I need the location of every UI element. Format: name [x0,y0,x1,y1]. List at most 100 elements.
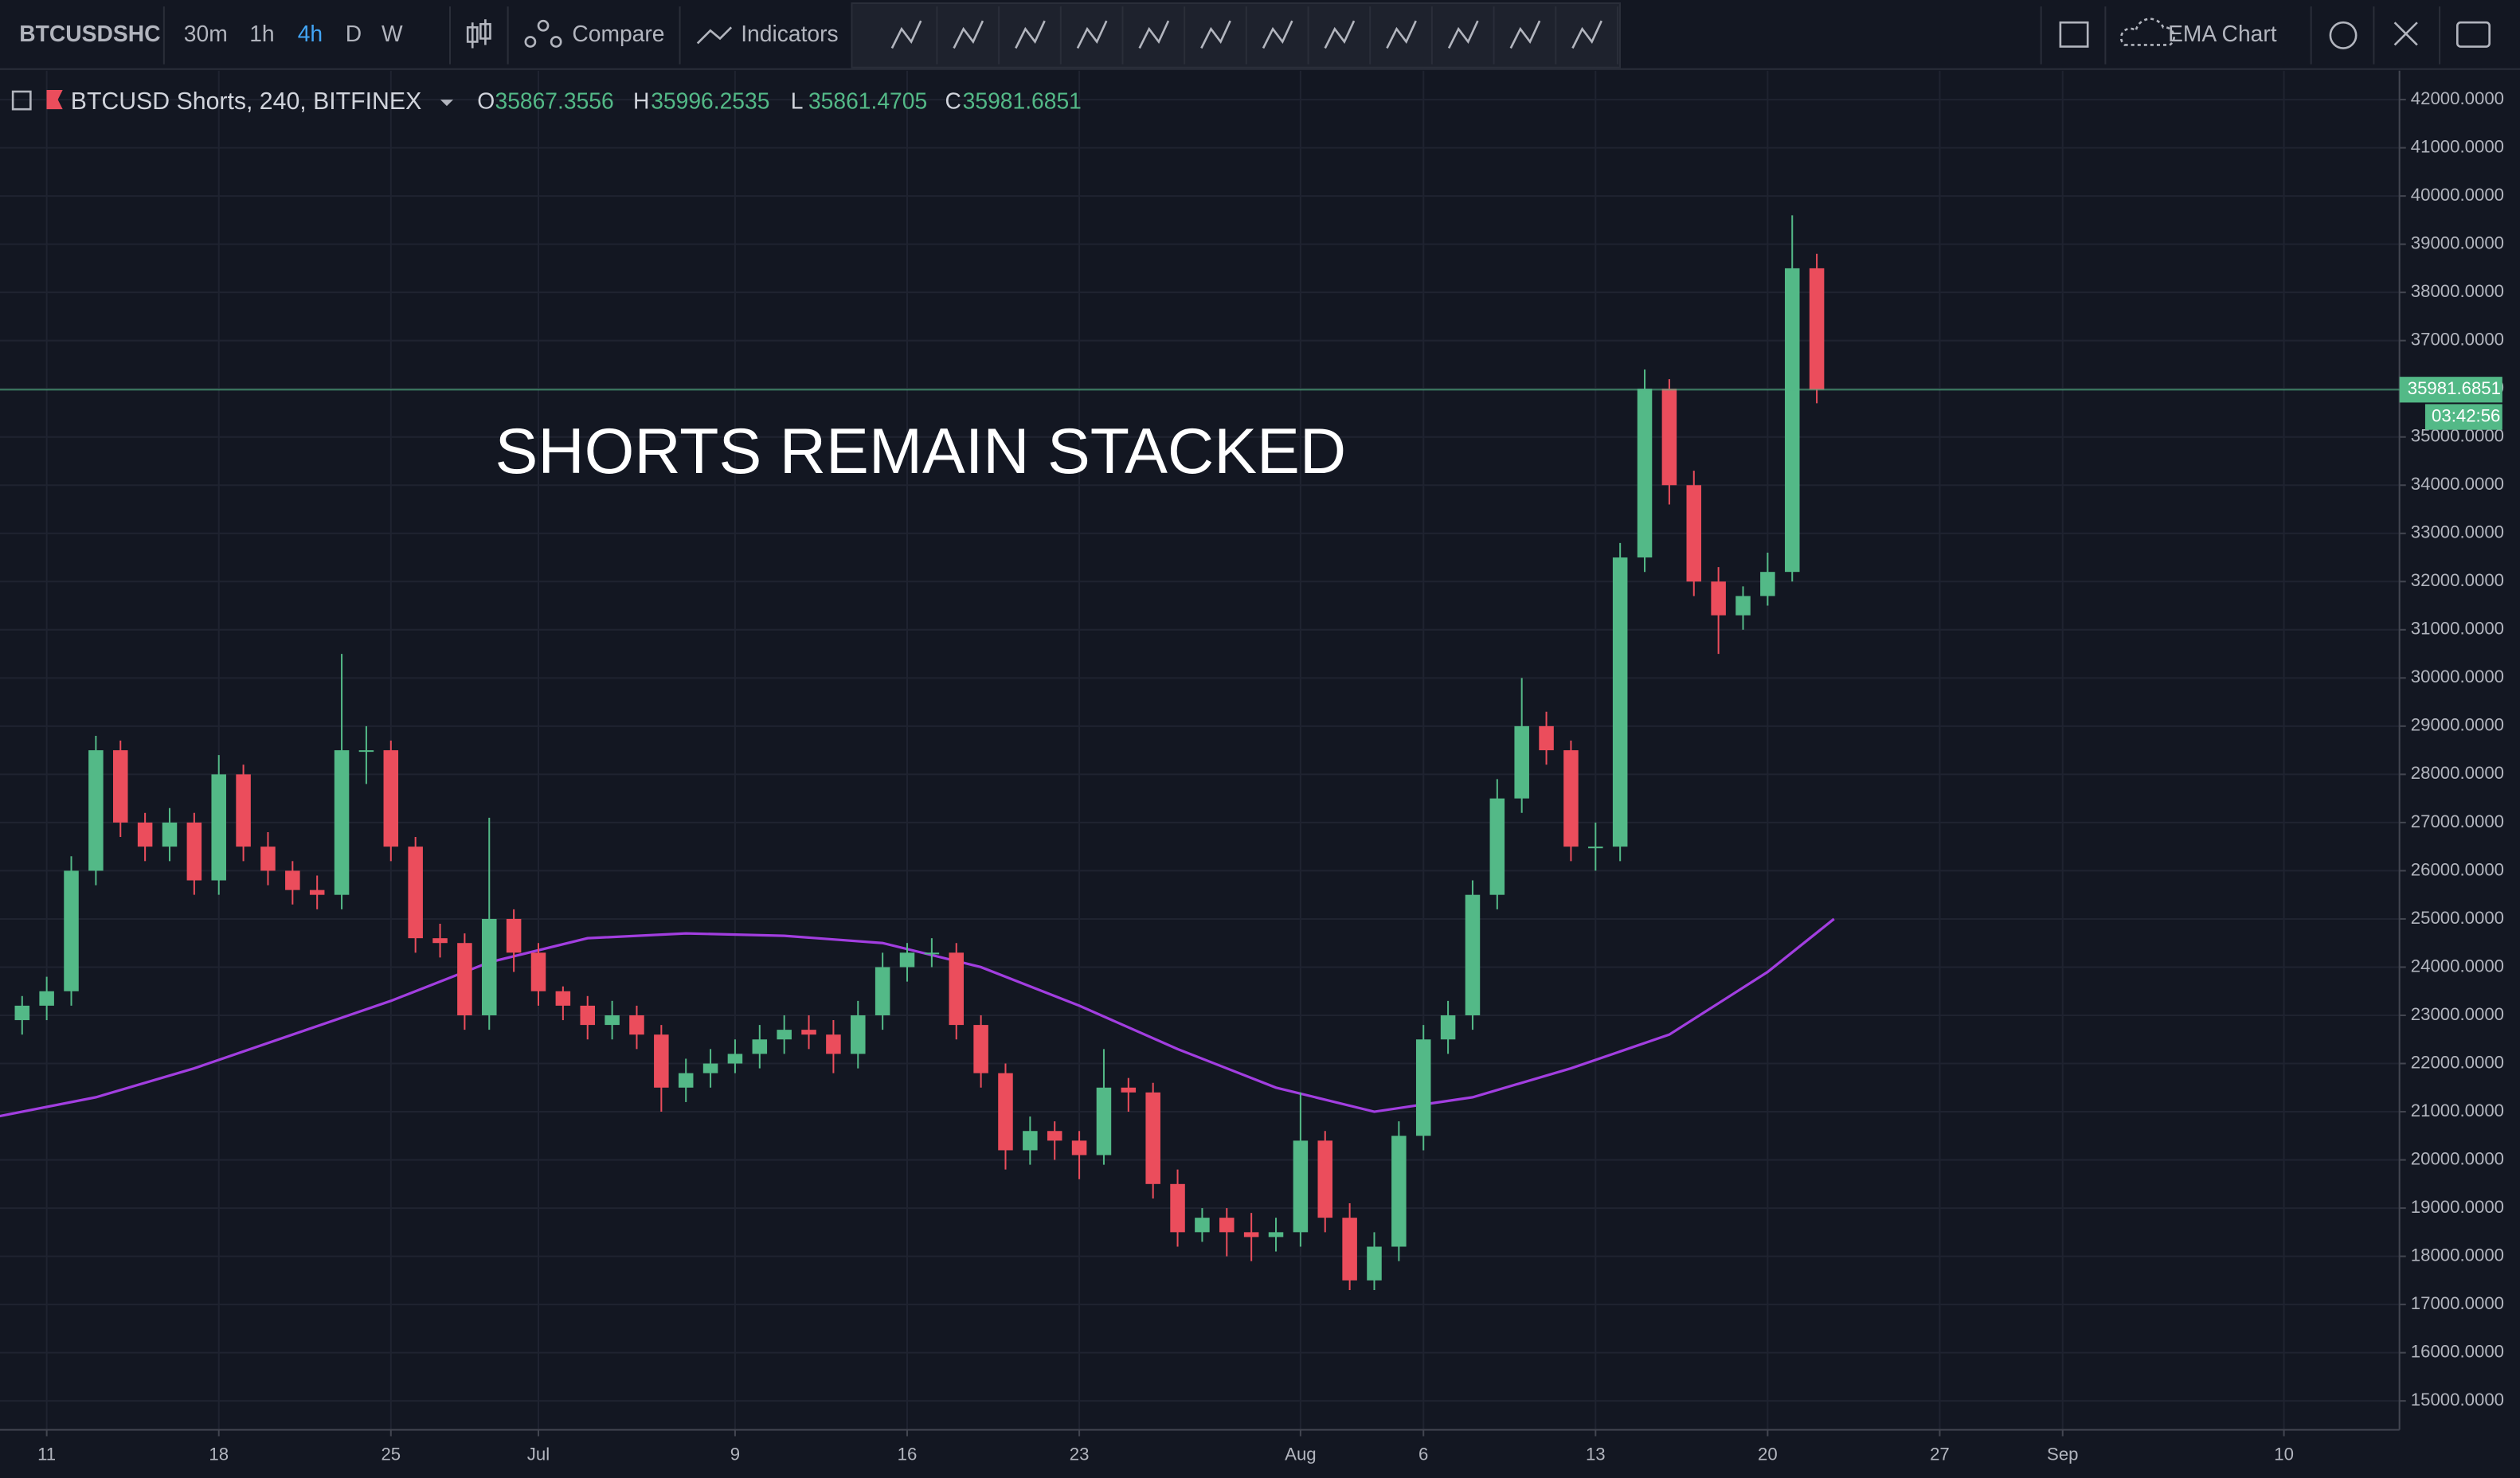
fullscreen-toggle[interactable] [2059,21,2089,48]
snapshot-button[interactable] [2455,21,2491,48]
candle-body [1342,1218,1357,1281]
y-tick-label: 37000.0000 [2411,330,2504,350]
drawing-tool[interactable] [953,20,984,49]
candle-body [186,822,202,881]
drawing-tool[interactable] [1076,20,1108,49]
candle-body [1588,847,1603,849]
candle-body [162,822,178,847]
candle-body [1293,1140,1309,1233]
candle-body [1784,268,1800,573]
candle-body [752,1039,768,1054]
candle-body [949,952,965,1026]
candle-body [1391,1136,1407,1247]
x-tick-label: 13 [1586,1445,1606,1464]
y-tick-label: 39000.0000 [2411,233,2504,253]
candle-body [702,1063,718,1073]
last-price-label: 35981.6851 [2408,378,2501,398]
ohlc-value: 35867.3556 [495,88,614,114]
candle-body [358,750,374,753]
candle-body [1145,1092,1160,1184]
x-tick-label: Sep [2047,1445,2078,1464]
series [0,215,1835,1290]
symbol[interactable]: BTCUSDSHC [19,21,160,46]
indicators-button[interactable]: Indicators [741,21,838,46]
y-tick-label: 33000.0000 [2411,522,2504,542]
last-price-tag [2399,377,2502,403]
expand-button[interactable] [2393,22,2418,46]
candle-body [875,967,890,1015]
y-tick-label: 40000.0000 [2411,185,2504,205]
candle-body [899,952,915,968]
candle-body [211,774,226,881]
drawing-tool[interactable] [1447,20,1479,49]
y-tick-label: 21000.0000 [2411,1101,2504,1120]
y-tick-label: 16000.0000 [2411,1342,2504,1362]
interval-button[interactable]: W [382,21,403,46]
y-tick-label: 23000.0000 [2411,1004,2504,1024]
candle-body [1661,389,1677,486]
ohlc-value: 35981.6851 [963,88,1082,114]
candle-body [777,1030,792,1040]
ohlc-value: 35996.2535 [651,88,769,114]
legend-title[interactable]: BTCUSD Shorts, 240, BITFINEX [71,88,421,115]
drawing-tool[interactable] [1509,20,1541,49]
candle-body [998,1073,1013,1151]
y-tick-label: 42000.0000 [2411,88,2504,108]
candle-body [555,991,571,1006]
candle-body [260,847,276,871]
candle-body [1760,572,1775,596]
interval-button[interactable]: D [346,21,362,46]
y-tick-label: 17000.0000 [2411,1293,2504,1313]
ohlc-label: O [477,88,495,114]
interval-button[interactable]: 1h [249,21,274,46]
x-tick-label: 6 [1418,1445,1428,1464]
drawing-tool[interactable] [890,20,922,49]
layout-name[interactable]: EMA Chart [2168,21,2277,46]
candle-body [39,991,54,1006]
drawing-tool[interactable] [1386,20,1417,49]
candle-body [1415,1039,1431,1136]
compare-icon[interactable] [524,19,562,48]
settings-button[interactable] [2329,21,2358,49]
candle-body [309,890,325,895]
y-tick-label: 24000.0000 [2411,956,2504,976]
countdown-tag [2424,404,2502,430]
candle-body [801,1030,816,1035]
candle-body [137,822,153,847]
indicators-icon[interactable] [696,26,733,45]
legend-dropdown[interactable] [440,100,454,107]
candle-body [1121,1087,1137,1093]
candle-body [285,870,300,890]
candle-body [973,1025,988,1073]
x-tick-label: Jul [527,1445,550,1464]
y-tick-label: 28000.0000 [2411,763,2504,783]
drawing-tool[interactable] [1200,20,1231,49]
candle-body [1809,268,1825,390]
interval-button[interactable]: 4h [298,21,323,46]
y-tick-label: 26000.0000 [2411,859,2504,879]
collapse-toggle[interactable] [11,90,32,111]
interval-button[interactable]: 30m [184,21,228,46]
candle-body [629,1015,644,1035]
drawing-tool[interactable] [1138,20,1170,49]
compare-button[interactable]: Compare [572,21,664,46]
drawing-tool[interactable] [1262,20,1293,49]
drawing-tool[interactable] [1015,20,1046,49]
x-tick-label: 25 [381,1445,401,1464]
candle-body [112,750,128,823]
drawing-toolbar [851,2,1622,68]
drawing-tool[interactable] [1571,20,1602,49]
chart-type-icon[interactable] [466,19,491,49]
candle-body [1539,725,1554,751]
drawing-tool[interactable] [1324,20,1356,49]
candle-body [1440,1015,1456,1040]
candle-body [1735,596,1751,616]
candle-body [1195,1218,1210,1233]
x-tick-label: 23 [1070,1445,1090,1464]
x-tick-label: 10 [2274,1445,2294,1464]
candle-body [1367,1246,1382,1281]
intervals: 30m 1h 4h D W [184,21,403,46]
candle-body [1096,1087,1112,1155]
